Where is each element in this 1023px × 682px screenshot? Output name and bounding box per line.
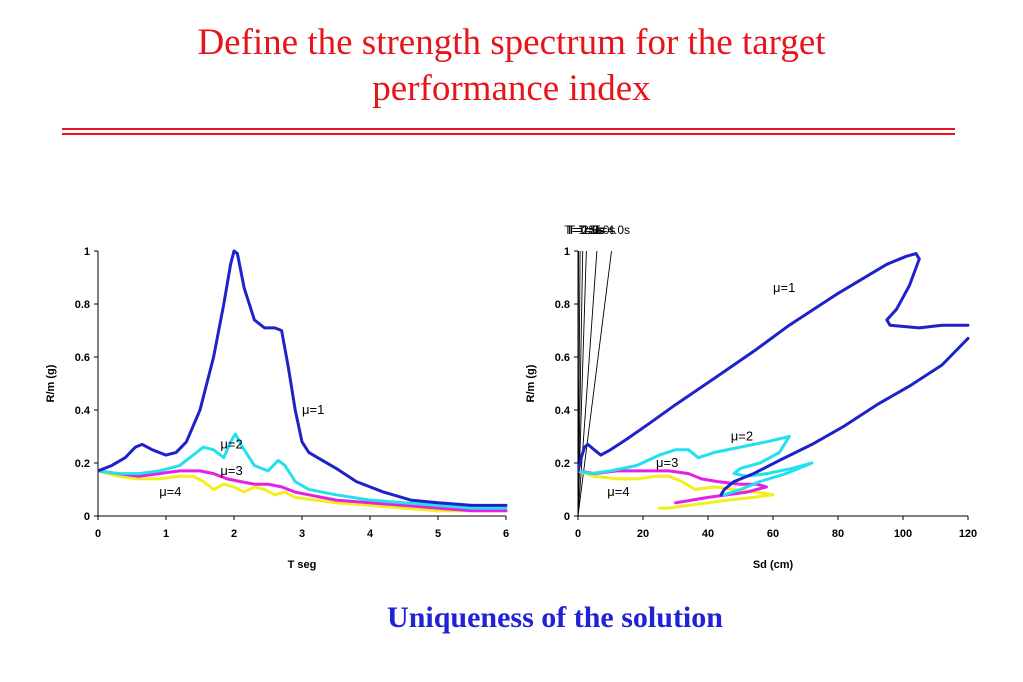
y-tick-label: 0.8 <box>555 299 570 311</box>
y-axis-label: R/m (g) <box>45 364 57 402</box>
curve-annotation: μ=1 <box>302 402 324 417</box>
period-line-label: T=0.5s <box>566 223 603 237</box>
y-tick-label: 0.6 <box>555 352 570 364</box>
slide-title-line1: Define the strength spectrum for the tar… <box>197 22 826 63</box>
curve-annotation: μ=3 <box>656 455 678 470</box>
series-line <box>578 435 814 497</box>
x-tick-label: 80 <box>832 528 844 540</box>
y-tick-label: 1 <box>564 246 570 258</box>
x-tick-label: 120 <box>959 528 977 540</box>
curve-annotation: μ=4 <box>607 484 629 499</box>
series-line <box>98 469 508 513</box>
x-tick-label: 100 <box>894 528 912 540</box>
chart-2: 0 20 40 60 80 100 120 0 0.2 0.4 0.6 0.8 1 Sd (cm) R/m … <box>525 223 977 571</box>
slide-title-line2: performance index <box>372 68 651 109</box>
y-tick-label: 0.4 <box>75 405 91 417</box>
x-axis-label: Sd (cm) <box>753 559 794 571</box>
chart-1: 0 1 2 3 4 5 6 0 0.2 0.4 0.6 0.8 1 T seg R/m (g) μ=1 μ=2 μ… <box>45 246 509 571</box>
caption: Uniqueness of the solution <box>387 601 723 634</box>
x-tick-label: 3 <box>299 528 305 540</box>
x-tick-label: 2 <box>231 528 237 540</box>
period-line-label: T=4.0s <box>593 223 630 237</box>
curve-annotation: μ=1 <box>773 280 795 295</box>
x-tick-label: 0 <box>95 528 101 540</box>
x-tick-label: 20 <box>637 528 649 540</box>
y-axis-label: R/m (g) <box>525 364 537 402</box>
y-tick-label: 0 <box>84 511 90 523</box>
y-tick-label: 1 <box>84 246 90 258</box>
y-tick-label: 0.6 <box>75 352 90 364</box>
series-line <box>578 469 768 505</box>
period-line-label: T=1.5s <box>564 223 601 237</box>
title-underline-bottom <box>62 133 955 135</box>
x-tick-label: 0 <box>575 528 581 540</box>
series-line <box>98 249 508 507</box>
y-tick-label: 0.8 <box>75 299 90 311</box>
curve-annotation: μ=2 <box>220 436 242 451</box>
period-line-label: T=1.0s <box>568 223 605 237</box>
curve-annotation: μ=3 <box>220 463 242 478</box>
period-line-label: T=2.0s <box>568 223 605 237</box>
x-tick-label: 4 <box>367 528 374 540</box>
curve-annotation: μ=2 <box>731 429 753 444</box>
y-tick-label: 0.4 <box>555 405 571 417</box>
series-line <box>98 432 508 510</box>
x-tick-label: 40 <box>702 528 714 540</box>
series-line <box>578 252 970 473</box>
x-tick-label: 60 <box>767 528 779 540</box>
x-tick-label: 6 <box>503 528 509 540</box>
x-axis-label: T seg <box>288 559 317 571</box>
x-tick-label: 5 <box>435 528 441 540</box>
y-tick-label: 0 <box>564 511 570 523</box>
series-line <box>719 336 970 497</box>
curve-annotation: μ=4 <box>159 484 181 499</box>
y-tick-label: 0.2 <box>75 458 90 470</box>
period-line-label: T=3.0s <box>578 223 615 237</box>
series-line <box>98 469 508 513</box>
slide-title: Define the strength spectrum for the tar… <box>0 20 1023 112</box>
y-tick-label: 0.2 <box>555 458 570 470</box>
x-tick-label: 1 <box>163 528 169 540</box>
title-underline-top <box>62 128 955 130</box>
